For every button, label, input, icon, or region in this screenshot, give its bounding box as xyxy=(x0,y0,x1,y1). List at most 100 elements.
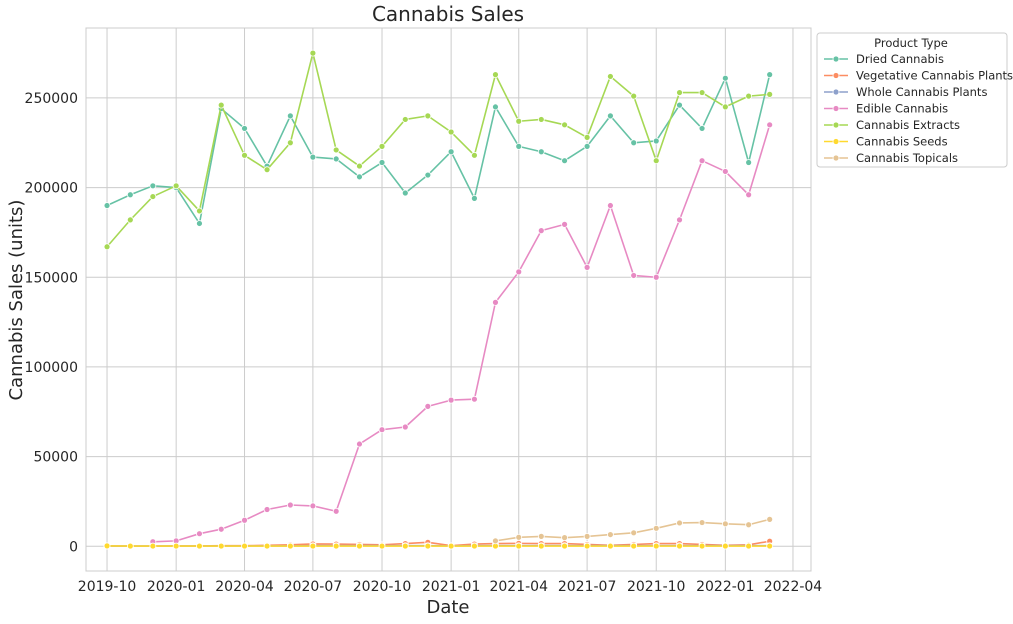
series-line-dried-cannabis xyxy=(106,74,771,225)
data-point xyxy=(652,137,660,145)
data-point xyxy=(356,542,363,550)
data-point xyxy=(766,71,774,79)
data-point xyxy=(745,191,753,199)
legend-item-dried-cannabis: Dried Cannabis xyxy=(824,52,944,66)
data-point xyxy=(492,537,499,545)
data-point xyxy=(745,92,753,100)
data-point xyxy=(471,194,478,202)
data-point xyxy=(721,74,729,82)
data-point xyxy=(561,220,568,228)
data-point xyxy=(583,133,591,141)
data-point xyxy=(149,542,157,550)
data-point xyxy=(766,542,774,550)
data-point xyxy=(217,525,225,533)
data-point xyxy=(745,521,753,529)
data-point xyxy=(766,90,774,98)
y-tick-label: 250000 xyxy=(25,91,78,107)
data-point xyxy=(149,182,157,190)
data-point xyxy=(537,227,545,235)
data-point xyxy=(561,534,568,542)
data-point xyxy=(332,507,340,515)
data-point xyxy=(515,117,523,125)
data-point xyxy=(332,542,340,550)
data-point xyxy=(309,542,317,550)
legend-item-edible-cannabis: Edible Cannabis xyxy=(824,102,948,116)
x-tick-label: 2021-07 xyxy=(558,579,617,595)
legend-frame xyxy=(816,32,1008,168)
data-point xyxy=(263,542,271,550)
data-point xyxy=(766,515,774,523)
data-point xyxy=(607,531,614,538)
data-point xyxy=(607,112,614,120)
x-tick-label: 2021-01 xyxy=(422,579,481,595)
data-point xyxy=(721,168,729,175)
data-point xyxy=(630,92,638,100)
legend-swatch-marker xyxy=(832,154,840,162)
x-tick-label: 2020-07 xyxy=(284,579,343,595)
data-point xyxy=(401,542,409,550)
legend-label: Whole Cannabis Plants xyxy=(856,85,987,99)
data-point xyxy=(332,146,340,154)
data-point xyxy=(196,207,203,215)
data-point xyxy=(424,402,432,410)
data-point xyxy=(356,440,363,448)
data-point xyxy=(196,220,203,227)
x-tick-label: 2020-10 xyxy=(353,579,412,595)
data-point xyxy=(309,502,317,510)
data-point xyxy=(286,542,294,550)
data-point xyxy=(698,542,706,550)
legend: Product Type Dried Cannabis Vegetative Ca… xyxy=(816,32,1013,168)
data-point xyxy=(676,542,683,550)
chart-title: Cannabis Sales xyxy=(372,2,524,26)
series-cannabis-topicals xyxy=(492,515,774,545)
data-point xyxy=(471,542,478,550)
data-point xyxy=(721,103,729,111)
data-point xyxy=(652,542,660,550)
series-cannabis-seeds xyxy=(103,542,774,550)
data-point xyxy=(652,273,660,281)
data-point xyxy=(698,125,706,132)
data-point xyxy=(492,71,499,79)
data-point xyxy=(492,103,499,111)
legend-label: Cannabis Seeds xyxy=(856,135,948,149)
data-point xyxy=(698,519,706,526)
legend-item-cannabis-seeds: Cannabis Seeds xyxy=(824,135,948,149)
data-point xyxy=(241,125,248,132)
data-point xyxy=(241,151,248,159)
data-point xyxy=(126,191,134,199)
data-point xyxy=(721,520,729,528)
legend-label: Dried Cannabis xyxy=(856,52,944,66)
legend-label: Vegetative Cannabis Plants xyxy=(856,69,1013,83)
y-tick-label: 150000 xyxy=(25,270,78,286)
legend-item-cannabis-extracts: Cannabis Extracts xyxy=(824,118,960,132)
data-point xyxy=(356,173,363,181)
data-point xyxy=(698,157,706,165)
data-point xyxy=(515,542,523,550)
data-point xyxy=(583,264,591,271)
data-point xyxy=(676,519,683,527)
y-tick-label: 50000 xyxy=(33,450,78,466)
data-point xyxy=(515,533,523,541)
legend-swatch-marker xyxy=(832,121,840,129)
data-point xyxy=(492,298,499,306)
x-tick-label: 2020-04 xyxy=(215,579,274,595)
x-axis-label: Date xyxy=(426,597,469,618)
data-point xyxy=(745,542,753,550)
data-point xyxy=(745,159,753,166)
x-tick-label: 2019-10 xyxy=(78,579,137,595)
data-point xyxy=(583,142,591,150)
legend-title: Product Type xyxy=(874,36,948,50)
data-point xyxy=(561,542,568,550)
data-point xyxy=(447,148,455,156)
legend-swatch-marker xyxy=(832,138,840,145)
data-point xyxy=(607,542,614,550)
x-tick-label: 2022-01 xyxy=(696,579,755,595)
x-tick-label: 2021-10 xyxy=(627,579,686,595)
data-point xyxy=(378,542,386,550)
legend-item-cannabis-topicals: Cannabis Topicals xyxy=(824,151,958,165)
data-point xyxy=(583,532,591,540)
data-point xyxy=(583,542,591,550)
data-point xyxy=(196,530,203,538)
data-point xyxy=(447,542,455,550)
data-point xyxy=(356,162,363,170)
